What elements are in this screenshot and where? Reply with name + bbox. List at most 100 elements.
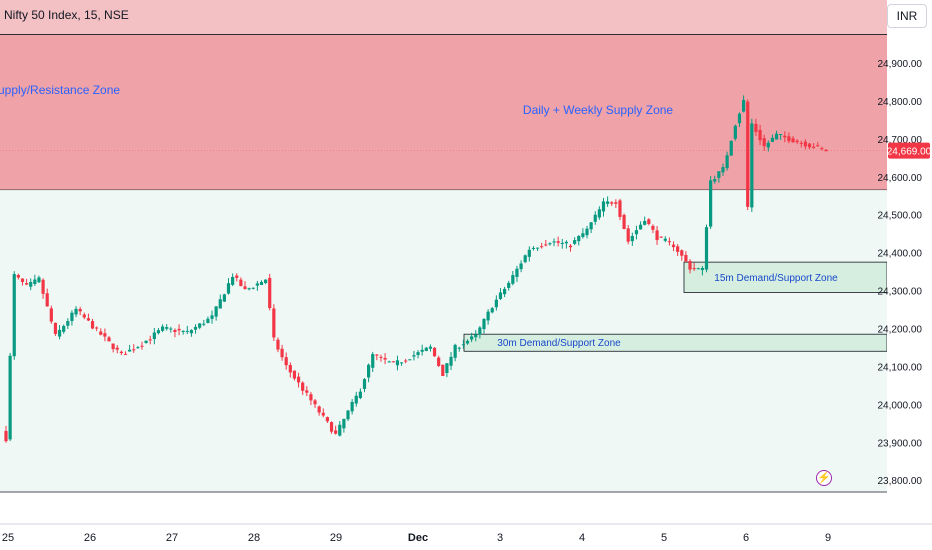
candle-body bbox=[152, 332, 156, 340]
y-tick-label: 24,700.00 bbox=[878, 135, 923, 146]
x-tick-label: 27 bbox=[166, 532, 178, 544]
x-tick-label: 29 bbox=[330, 532, 342, 544]
candle-body bbox=[717, 171, 721, 178]
candle-body bbox=[62, 325, 66, 332]
candle-body bbox=[301, 382, 305, 391]
candle-body bbox=[490, 308, 494, 313]
candle-body bbox=[622, 214, 626, 229]
candle-body bbox=[37, 277, 41, 283]
candle-body bbox=[123, 353, 128, 355]
flash-icon[interactable]: ⚡ bbox=[816, 470, 832, 486]
y-tick-label: 24,100.00 bbox=[878, 362, 923, 373]
candle-body bbox=[383, 357, 387, 360]
candle-body bbox=[507, 282, 511, 288]
candle-body bbox=[325, 417, 330, 422]
candle-body bbox=[165, 327, 169, 329]
candle-body bbox=[132, 349, 136, 351]
y-tick-label: 24,900.00 bbox=[878, 59, 923, 70]
candle-body bbox=[181, 330, 185, 332]
candle-body bbox=[754, 123, 758, 133]
candle-body bbox=[573, 240, 577, 244]
candle-body bbox=[74, 308, 78, 315]
y-tick-label: 24,000.00 bbox=[878, 400, 923, 411]
candle-body bbox=[243, 286, 247, 289]
candle-body bbox=[651, 225, 655, 230]
candle-body bbox=[375, 354, 379, 356]
resistance-zone-label: upply/Resistance Zone bbox=[0, 83, 120, 97]
candle-body bbox=[408, 359, 412, 361]
x-tick-label: 3 bbox=[497, 532, 503, 544]
candle-body bbox=[41, 279, 45, 294]
candle-body bbox=[523, 255, 527, 263]
candle-body bbox=[655, 230, 659, 241]
candle-body bbox=[78, 308, 82, 312]
demand-zone-15m bbox=[683, 261, 888, 293]
supply-zone bbox=[0, 34, 887, 191]
candle-body bbox=[288, 364, 292, 373]
candle-body bbox=[618, 200, 622, 217]
candle-body bbox=[581, 233, 585, 237]
candle-body bbox=[189, 330, 194, 334]
candle-body bbox=[173, 330, 177, 333]
candle-body bbox=[29, 282, 33, 287]
candle-body bbox=[354, 395, 358, 404]
candle-body bbox=[643, 221, 647, 225]
candle-body bbox=[90, 321, 95, 329]
candle-body bbox=[774, 133, 779, 140]
candle-body bbox=[371, 354, 375, 368]
candle-body bbox=[222, 294, 226, 302]
candle-body bbox=[465, 340, 470, 344]
candle-body bbox=[387, 361, 391, 363]
candle-body bbox=[317, 406, 321, 413]
x-tick-label: Dec bbox=[408, 532, 428, 544]
last-price-label: 24,669.00 bbox=[887, 147, 932, 158]
last-price-badge bbox=[888, 142, 930, 159]
x-tick-label: 5 bbox=[661, 532, 667, 544]
candle-body bbox=[758, 129, 762, 141]
candle-body bbox=[770, 137, 775, 142]
candle-body bbox=[630, 235, 634, 242]
candle-body bbox=[99, 331, 103, 335]
candle-body bbox=[445, 363, 449, 374]
candle-body bbox=[556, 241, 560, 243]
candle-body bbox=[218, 299, 222, 309]
candle-body bbox=[791, 138, 795, 143]
x-tick-label: 28 bbox=[248, 532, 260, 544]
candle-body bbox=[321, 412, 325, 416]
candle-body bbox=[498, 292, 503, 299]
candle-body bbox=[16, 274, 20, 278]
currency-button[interactable]: INR bbox=[887, 4, 927, 28]
candle-body bbox=[729, 140, 733, 156]
candle-body bbox=[119, 351, 123, 354]
candle-body bbox=[680, 250, 684, 256]
candle-body bbox=[799, 142, 803, 144]
candle-body bbox=[185, 330, 189, 332]
candle-body bbox=[193, 326, 198, 330]
zones-layer: Daily + Weekly Supply Zone upply/Resistan… bbox=[0, 0, 888, 493]
candle-body bbox=[560, 242, 564, 244]
candle-body bbox=[198, 323, 202, 328]
candle-body bbox=[144, 340, 148, 344]
candle-body bbox=[478, 327, 482, 335]
candle-body bbox=[709, 180, 713, 227]
candle-body bbox=[412, 355, 416, 357]
candle-body bbox=[461, 344, 465, 346]
candle-body bbox=[820, 148, 824, 150]
demand-zone-30m-label: 30m Demand/Support Zone bbox=[497, 338, 621, 349]
candle-body bbox=[202, 323, 206, 325]
candle-body bbox=[432, 347, 437, 357]
candle-body bbox=[519, 263, 523, 270]
candle-body bbox=[424, 347, 428, 351]
candle-body bbox=[350, 401, 354, 412]
y-tick-label: 24,300.00 bbox=[878, 287, 923, 298]
candle-body bbox=[737, 113, 742, 124]
symbol-title: Nifty 50 Index, 15, NSE bbox=[4, 8, 129, 22]
candle-body bbox=[239, 279, 243, 287]
candle-body bbox=[251, 287, 255, 289]
candle-body bbox=[235, 275, 239, 278]
candle-body bbox=[766, 142, 770, 148]
candle-body bbox=[593, 214, 597, 222]
candle-body bbox=[634, 230, 639, 235]
candle-body bbox=[449, 356, 453, 366]
